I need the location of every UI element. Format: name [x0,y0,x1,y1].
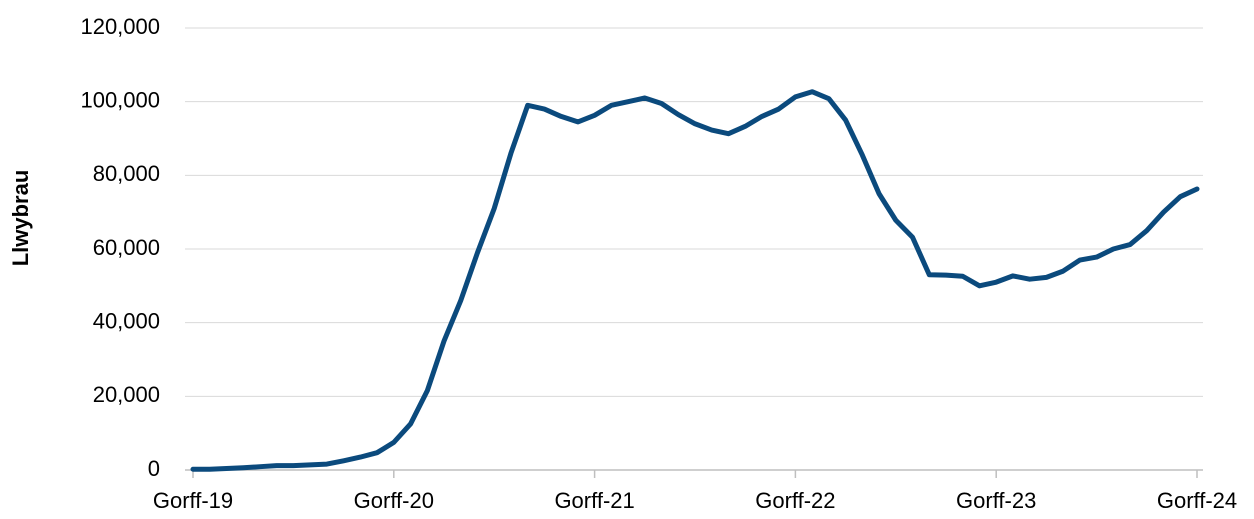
x-tick-label: Gorff-20 [354,488,434,513]
y-tick-label: 40,000 [93,308,160,333]
x-tick-label: Gorff-21 [554,488,634,513]
x-tick-label: Gorff-23 [956,488,1036,513]
y-tick-label: 80,000 [93,161,160,186]
y-tick-label: 60,000 [93,235,160,260]
data-line [190,89,1200,472]
x-tick-label: Gorff-24 [1157,488,1237,513]
y-axis-label: Llwybrau [8,170,33,267]
x-tick-label: Gorff-19 [153,488,233,513]
y-tick-label: 120,000 [80,14,160,39]
y-tick-label: 0 [148,456,160,481]
y-tick-label: 20,000 [93,382,160,407]
y-tick-label: 100,000 [80,87,160,112]
x-tick-label: Gorff-22 [755,488,835,513]
